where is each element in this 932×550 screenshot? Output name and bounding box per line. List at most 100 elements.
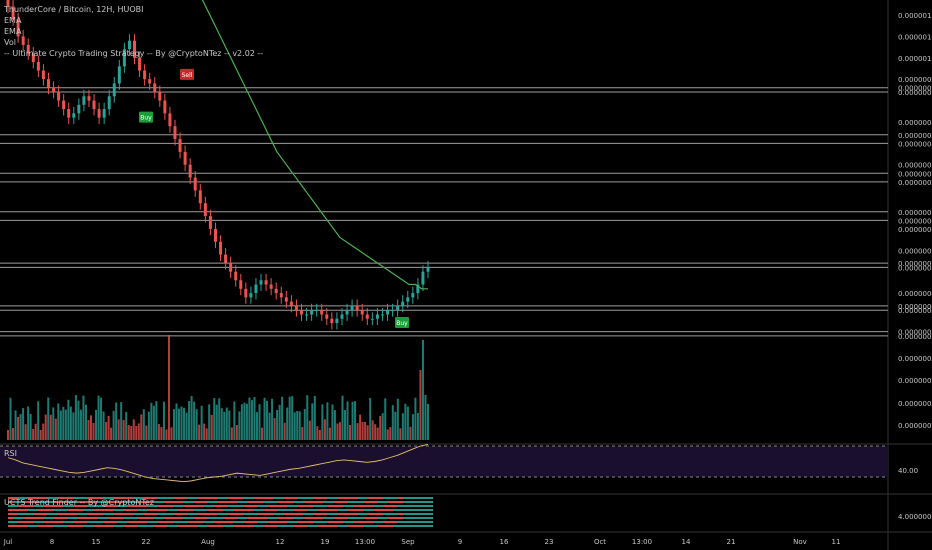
trend-cell	[173, 521, 178, 523]
trend-cell	[303, 521, 308, 523]
trend-cell	[38, 517, 43, 519]
trend-cell	[108, 501, 113, 503]
volume-bar	[296, 410, 299, 440]
trend-cell	[18, 517, 23, 519]
trend-cell	[83, 521, 88, 523]
volume-bar	[49, 414, 52, 440]
trend-cell	[193, 525, 198, 527]
candle	[305, 314, 309, 316]
trend-cell	[233, 501, 238, 503]
trend-cell	[308, 501, 313, 503]
trend-cell	[373, 517, 378, 519]
trend-cell	[273, 501, 278, 503]
volume-bar	[278, 404, 281, 440]
volume-bar	[37, 401, 40, 440]
trend-cell	[263, 501, 268, 503]
trend-cell	[73, 521, 78, 523]
time-tick-label: Jul	[3, 538, 13, 546]
trend-cell	[28, 525, 33, 527]
trend-cell	[318, 517, 323, 519]
volume-bar	[230, 427, 233, 440]
trend-cell	[228, 497, 233, 499]
volume-bar	[351, 401, 354, 440]
trend-cell	[258, 525, 263, 527]
price-tick-label: 0.00000036	[898, 329, 932, 337]
trend-cell	[383, 501, 388, 503]
trend-cell	[268, 497, 273, 499]
trend-cell	[78, 513, 83, 515]
trend-cell	[88, 501, 93, 503]
trend-cell	[423, 501, 428, 503]
volume-bar	[316, 426, 319, 440]
chart-legend: ThunderCore / Bitcoin, 12H, HUOBI EMA EM…	[4, 4, 263, 59]
trend-cell	[393, 517, 398, 519]
trend-cell	[158, 501, 163, 503]
volume-bar	[32, 429, 35, 440]
trend-cell	[298, 497, 303, 499]
trend-cell	[148, 521, 153, 523]
volume-bar	[170, 427, 173, 440]
trend-cell	[423, 513, 428, 515]
trend-cell	[228, 501, 233, 503]
trend-cell	[413, 521, 418, 523]
volume-bar	[72, 412, 75, 440]
trend-cell	[33, 521, 38, 523]
trend-cell	[243, 525, 248, 527]
trend-cell	[213, 525, 218, 527]
trend-cell	[338, 505, 343, 507]
trend-cell	[113, 509, 118, 511]
volume-bar	[321, 404, 324, 440]
trend-cell	[43, 497, 48, 499]
trend-cell	[373, 509, 378, 511]
trend-cell	[303, 517, 308, 519]
candle	[36, 62, 40, 71]
trend-cell	[188, 517, 193, 519]
trend-cell	[43, 513, 48, 515]
trend-cell	[143, 525, 148, 527]
trend-cell	[223, 505, 228, 507]
volume-bar	[369, 397, 372, 440]
trend-cell	[393, 525, 398, 527]
trend-cell	[28, 501, 33, 503]
trend-cell	[418, 501, 423, 503]
trend-cell	[253, 517, 258, 519]
candle	[396, 305, 400, 311]
trend-cell	[323, 497, 328, 499]
trend-cell	[98, 497, 103, 499]
trend-cell	[188, 513, 193, 515]
trend-cell	[238, 505, 243, 507]
volume-bar	[381, 413, 384, 440]
trend-cell	[128, 501, 133, 503]
trend-cell	[343, 501, 348, 503]
trend-cell	[123, 517, 128, 519]
trend-cell	[288, 513, 293, 515]
trend-cell	[128, 517, 133, 519]
trend-cell	[343, 521, 348, 523]
volume-bar	[195, 409, 198, 440]
trend-cell	[268, 505, 273, 507]
trend-cell	[328, 509, 333, 511]
trend-cell	[133, 521, 138, 523]
volume-bar	[203, 423, 206, 440]
trend-cell	[193, 509, 198, 511]
candle	[193, 177, 197, 191]
volume-bar	[14, 410, 17, 440]
candle	[386, 310, 390, 315]
trend-cell	[153, 513, 158, 515]
trend-cell	[13, 501, 18, 503]
trend-cell	[43, 505, 48, 507]
trend-cell	[98, 501, 103, 503]
trend-cell	[258, 509, 263, 511]
trend-cell	[253, 505, 258, 507]
trend-cell	[423, 505, 428, 507]
trend-cell	[323, 525, 328, 527]
price-tick-label: 0.00000073	[898, 170, 932, 178]
sell-signal	[180, 68, 194, 80]
price-tick-label: 0.00000052	[898, 260, 932, 268]
volume-bar	[263, 397, 266, 440]
trend-cell	[278, 525, 283, 527]
trend-cell	[408, 521, 413, 523]
trend-cell	[18, 513, 23, 515]
trend-cell	[428, 517, 433, 519]
